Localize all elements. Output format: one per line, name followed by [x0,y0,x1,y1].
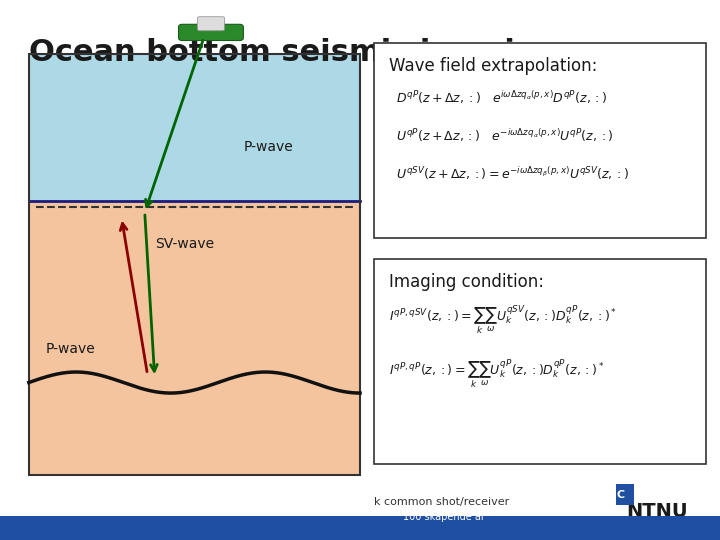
Text: C: C [616,490,625,500]
FancyBboxPatch shape [374,259,706,464]
Text: P-wave: P-wave [45,342,95,356]
Text: $I^{qP,qSV}(z,:) = \sum_k \sum_\omega U_k^{qSV}(z,:)D_k^{qP}(z,:)^*$: $I^{qP,qSV}(z,:) = \sum_k \sum_\omega U_… [389,305,617,338]
Text: P-wave: P-wave [244,140,294,154]
Text: NTNU: NTNU [626,502,688,521]
Text: Ocean bottom seismic imaging: Ocean bottom seismic imaging [29,38,558,67]
Bar [29,201,360,475]
Text: $U^{qSV}(z+\Delta z, :) =e^{-i\omega\Delta z q_\beta(p,x)}U^{qSV}(z,:)$: $U^{qSV}(z+\Delta z, :) =e^{-i\omega\Del… [396,165,629,181]
Bar [29,54,360,201]
FancyBboxPatch shape [374,43,706,238]
Text: k common shot/receiver: k common shot/receiver [374,497,510,507]
Text: Wave field extrapolation:: Wave field extrapolation: [389,57,597,75]
Text: $I^{qP,qP}(z,:) = \sum_k \sum_\omega U_k^{qP}(z,:)D_k^{qP}(z,:)^*$: $I^{qP,qP}(z,:) = \sum_k \sum_\omega U_k… [389,359,604,392]
Text: SV-wave: SV-wave [155,237,214,251]
FancyBboxPatch shape [0,516,720,540]
Bar [616,484,634,505]
Text: 100 skapende år: 100 skapende år [403,510,485,522]
FancyBboxPatch shape [197,17,225,31]
Bar [29,54,360,475]
FancyBboxPatch shape [179,24,243,40]
Text: $D^{qP}(z+\Delta z, :) \quad e^{i\omega\Delta z q_\alpha(p,x)}D^{qP}(z,:)$: $D^{qP}(z+\Delta z, :) \quad e^{i\omega\… [396,89,608,106]
Text: $U^{qP}(z+\Delta z, :) \quad e^{-i\omega\Delta z q_\alpha(p,x)}U^{qP}(z,:)$: $U^{qP}(z+\Delta z, :) \quad e^{-i\omega… [396,127,613,144]
Text: Imaging condition:: Imaging condition: [389,273,544,291]
